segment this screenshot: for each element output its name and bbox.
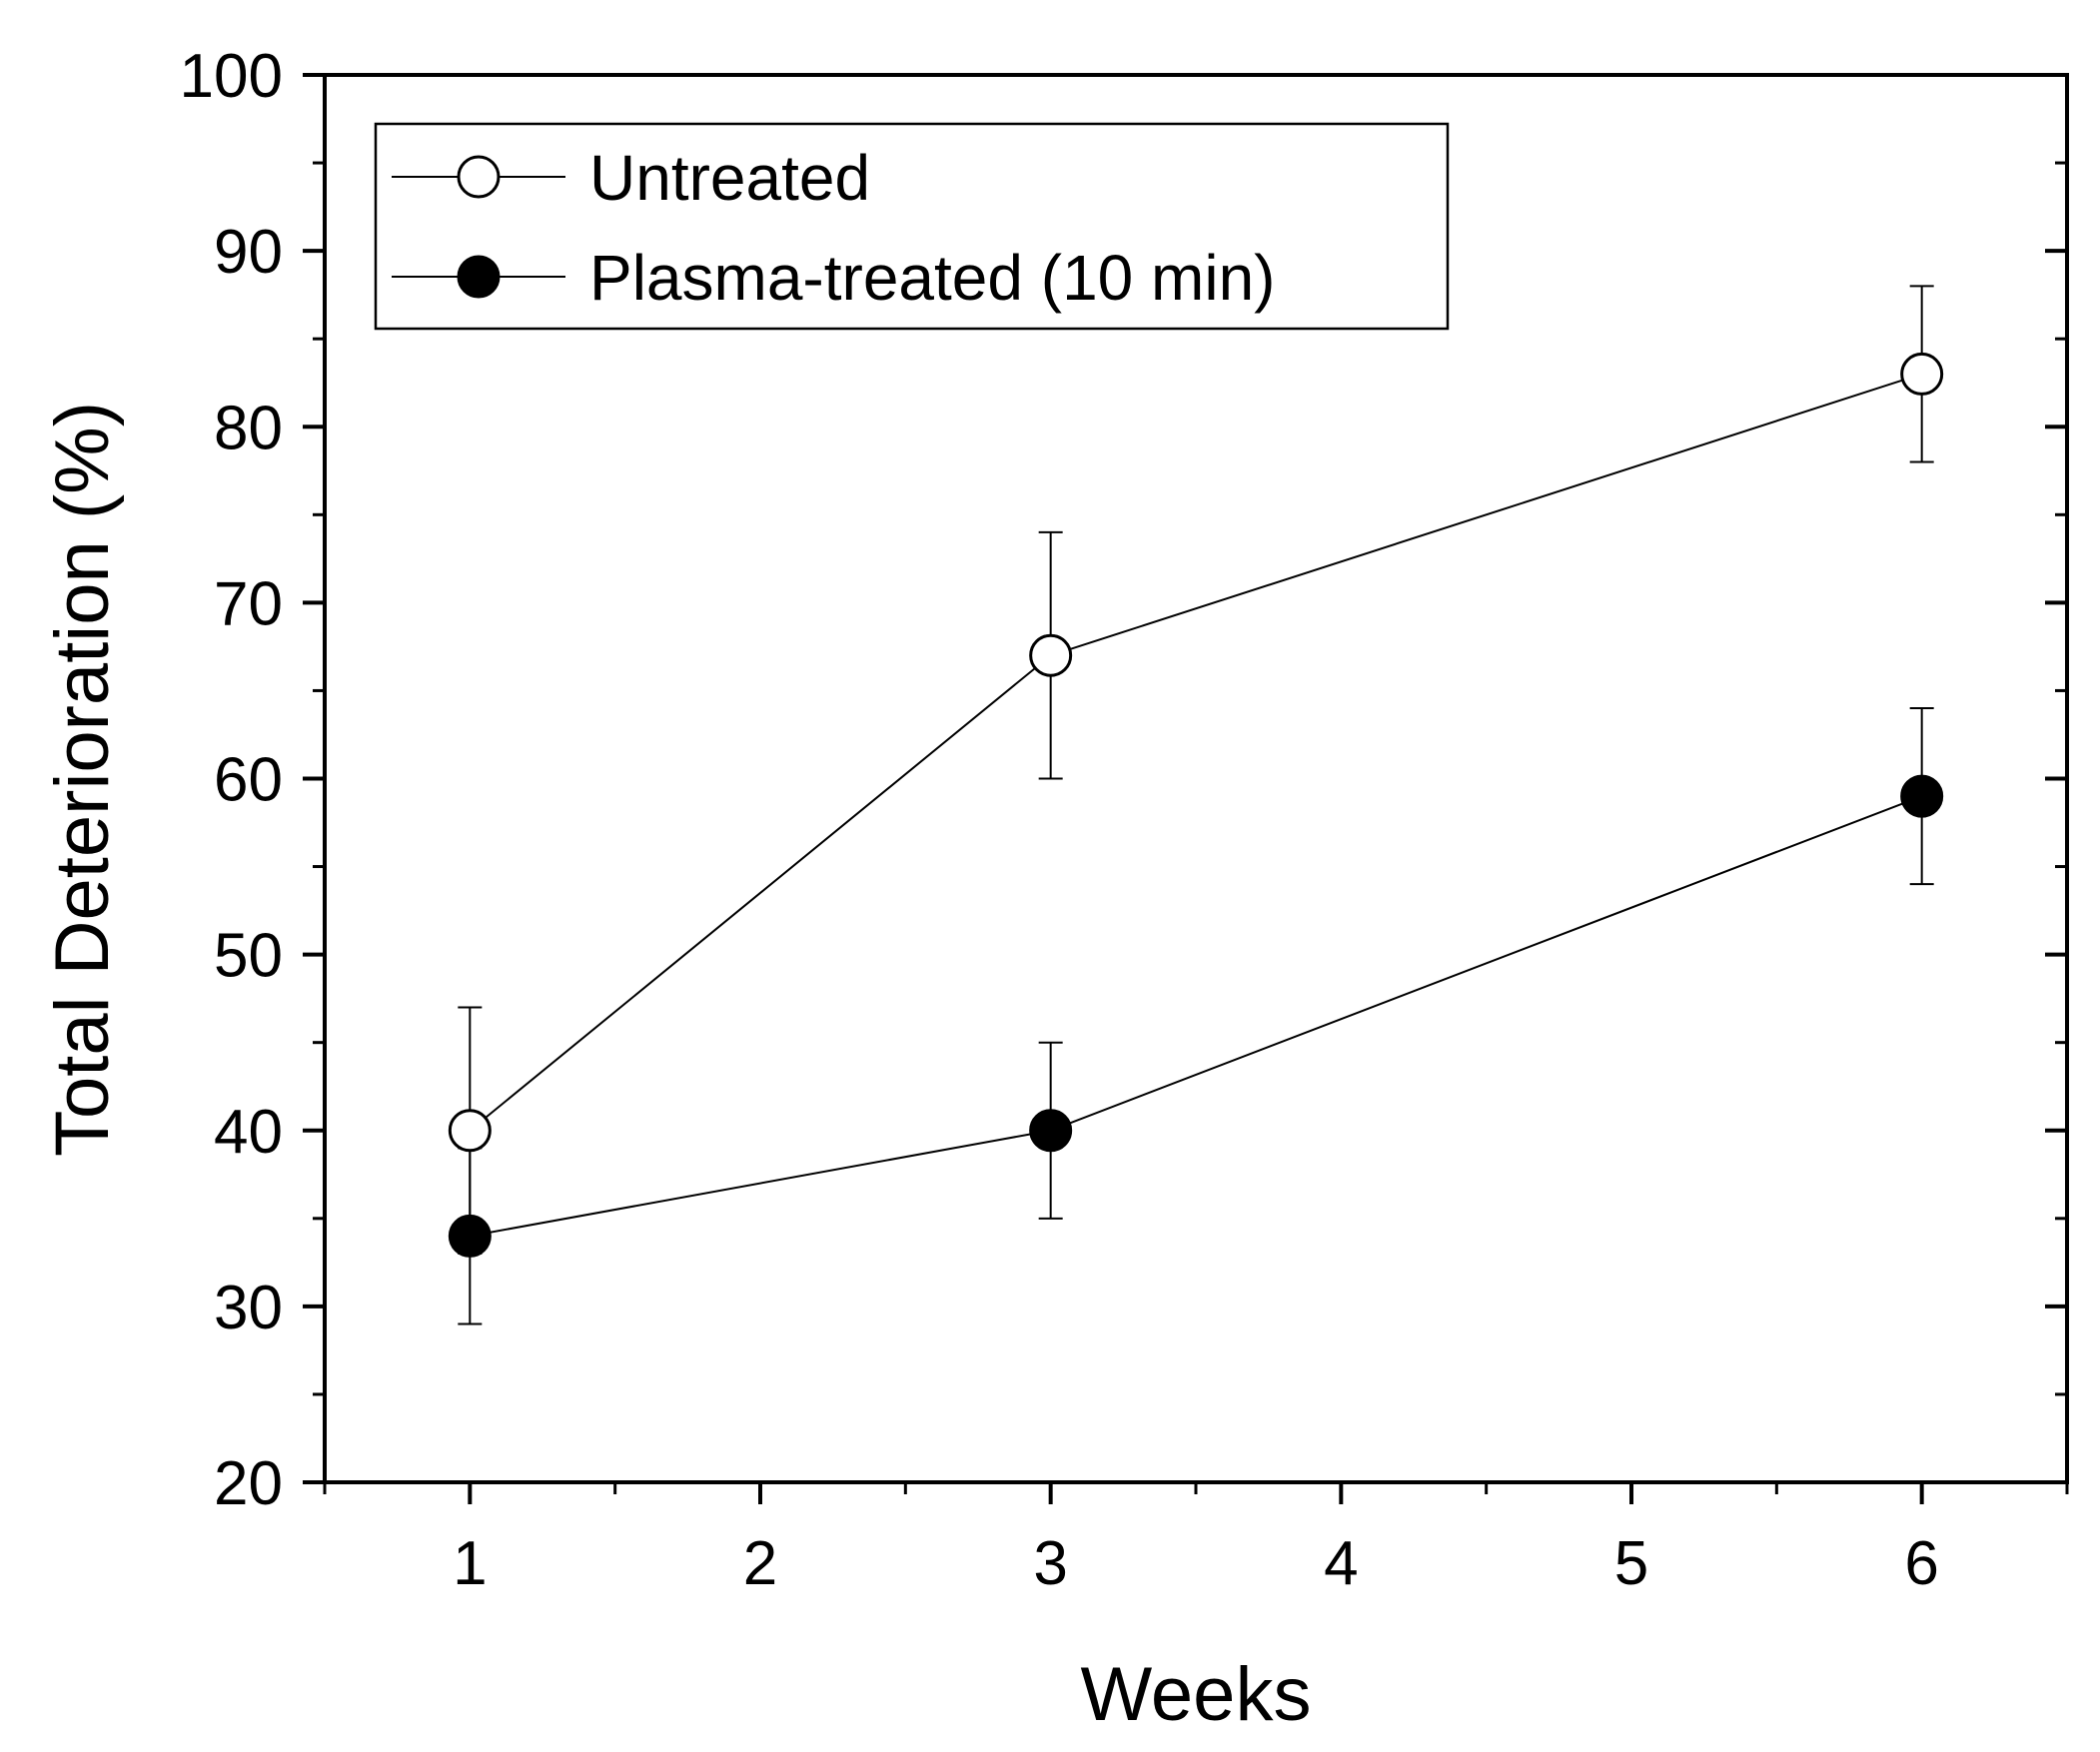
x-tick-label: 1 xyxy=(453,1529,487,1598)
plot-frame xyxy=(323,73,2069,1484)
legend: Untreated Plasma-treated (10 min) xyxy=(374,122,1450,331)
legend-label-untreated: Untreated xyxy=(589,142,870,214)
series-line-1 xyxy=(470,795,1923,1238)
y-tick-label: 90 xyxy=(214,218,283,287)
x-tick-label: 6 xyxy=(1904,1529,1938,1598)
legend-box xyxy=(374,122,1450,331)
x-tick-label: 4 xyxy=(1324,1529,1358,1598)
legend-marker-plasma xyxy=(457,255,501,299)
data-point xyxy=(448,1214,492,1258)
data-point xyxy=(448,1109,492,1153)
data-point xyxy=(1029,1109,1073,1153)
legend-marker-untreated xyxy=(457,155,501,199)
x-tick-label: 3 xyxy=(1033,1529,1067,1598)
y-tick-label: 80 xyxy=(214,394,283,462)
data-point xyxy=(1900,352,1944,396)
x-axis-title: Weeks xyxy=(1081,1652,1312,1737)
y-tick-label: 70 xyxy=(214,569,283,638)
legend-label-plasma: Plasma-treated (10 min) xyxy=(589,242,1275,314)
y-tick-label: 20 xyxy=(214,1449,283,1518)
y-tick-label: 30 xyxy=(214,1274,283,1342)
y-tick-label: 40 xyxy=(214,1098,283,1167)
y-tick-label: 60 xyxy=(214,746,283,815)
y-axis-title: Total Deterioration (%) xyxy=(40,402,125,1157)
series-line-0 xyxy=(469,373,1922,1132)
y-tick-label: 100 xyxy=(180,42,283,111)
x-tick-label: 5 xyxy=(1614,1529,1648,1598)
data-point xyxy=(1900,774,1944,818)
y-tick-label: 50 xyxy=(214,922,283,991)
data-point xyxy=(1029,633,1073,677)
x-tick-label: 2 xyxy=(743,1529,777,1598)
